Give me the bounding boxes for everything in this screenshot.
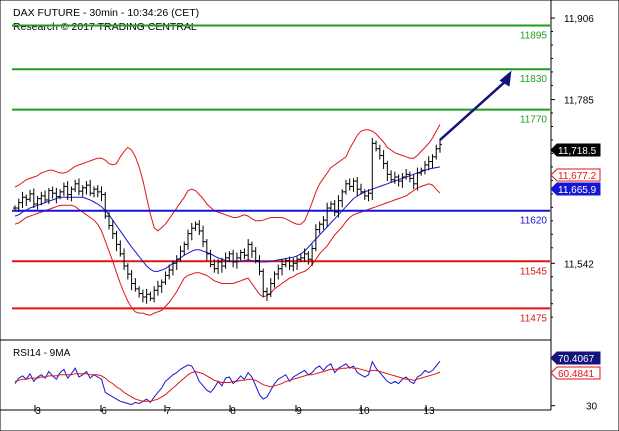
level-label-11770: 11770 — [520, 115, 548, 126]
price-bars — [13, 137, 442, 304]
rsi-tag-1-label: 60.4841 — [558, 369, 595, 380]
rsi-ma-line — [14, 366, 441, 402]
x-tick-label: 3 — [35, 406, 41, 417]
x-tick-label: 6 — [101, 406, 107, 417]
y-tick-label: 11,542 — [564, 259, 594, 270]
level-label-11620: 11620 — [520, 216, 548, 227]
x-tick-label: 13 — [423, 406, 435, 417]
price-tag-1: 11,677.2 — [550, 168, 601, 182]
rsi-tag-0: 70.4067 — [550, 351, 601, 365]
y-tick-label: 11,785 — [564, 96, 594, 107]
forecast-arrow-shaft — [439, 78, 509, 141]
rsi-line — [14, 360, 441, 406]
x-tick-label: 8 — [230, 406, 236, 417]
rsi-y-tick-label: 30 — [586, 402, 598, 413]
rsi-tag-1: 60.4841 — [550, 366, 601, 380]
price-tag-0-shape — [550, 143, 601, 157]
x-tick-label: 9 — [296, 406, 302, 417]
level-label-11475: 11475 — [520, 313, 548, 324]
rsi-panel-label: RSI14 - 9MA — [13, 348, 71, 359]
support-resistance-levels: 11895 11830 11770 11620 11545 11475 — [12, 24, 550, 324]
level-label-11895: 11895 — [520, 30, 548, 41]
price-tags: 11,718.5 11,677.2 11,665.9 70.4067 60.4841 — [550, 143, 601, 380]
price-tag-0: 11,718.5 — [550, 143, 601, 157]
chart-subtitle: Research © 2017 TRADING CENTRAL — [13, 21, 197, 33]
price-tag-1-label: 11,677.2 — [558, 171, 597, 182]
rsi-tag-1-shape — [550, 366, 601, 380]
level-label-11830: 11830 — [520, 74, 548, 85]
rsi-tag-0-label: 70.4067 — [558, 354, 595, 365]
moving-average-path — [14, 166, 441, 272]
chart-title: DAX FUTURE - 30min - 10:34:26 (CET) — [13, 7, 200, 19]
x-tick-label: 7 — [165, 406, 171, 417]
price-tag-1-shape — [550, 168, 601, 182]
lower-band-line — [14, 183, 441, 316]
level-label-11545: 11545 — [520, 266, 548, 277]
price-tag-2-shape — [550, 182, 601, 196]
price-tag-2: 11,665.9 — [550, 182, 601, 196]
y-tick-label: 11,906 — [564, 14, 594, 25]
price-tag-2-label: 11,665.9 — [558, 185, 597, 196]
x-tick-label: 10 — [358, 406, 370, 417]
upper-band-line — [14, 124, 441, 232]
rsi-lines — [14, 360, 441, 406]
forecast-arrow-head — [499, 70, 512, 87]
forecast-arrow — [439, 70, 512, 141]
moving-average-line — [14, 166, 441, 272]
bollinger-bands — [14, 124, 441, 316]
rsi-tag-0-shape — [550, 351, 601, 365]
price-tag-0-label: 11,718.5 — [558, 146, 597, 157]
